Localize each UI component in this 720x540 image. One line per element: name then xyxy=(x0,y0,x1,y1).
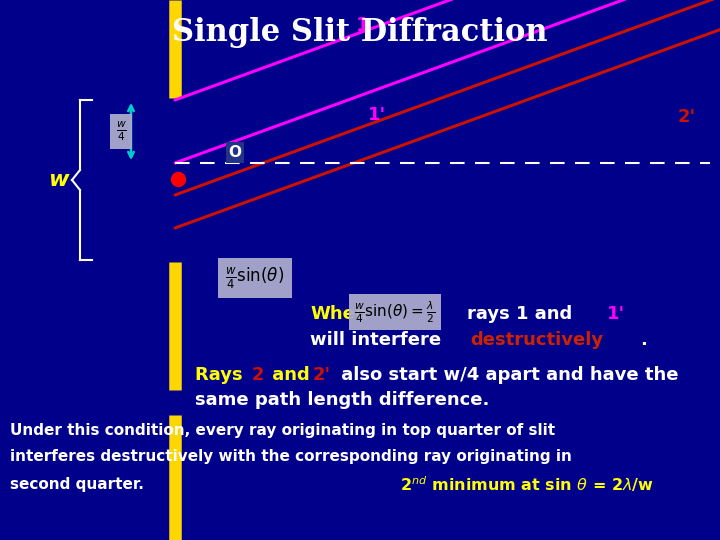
Text: 2': 2' xyxy=(678,107,696,125)
Text: interferes destructively with the corresponding ray originating in: interferes destructively with the corres… xyxy=(10,449,572,464)
Text: second quarter.: second quarter. xyxy=(10,476,144,491)
Text: 1': 1' xyxy=(607,305,625,323)
Text: Single Slit Diffraction: Single Slit Diffraction xyxy=(172,17,548,48)
Text: rays 1 and: rays 1 and xyxy=(467,305,572,323)
Text: 2$^{nd}$ minimum at sin $\theta$ = 2$\lambda$/w: 2$^{nd}$ minimum at sin $\theta$ = 2$\la… xyxy=(400,474,654,494)
Text: $\frac{w}{4}$: $\frac{w}{4}$ xyxy=(116,120,127,143)
Text: .: . xyxy=(640,331,647,349)
Text: 2: 2 xyxy=(252,366,264,384)
Text: 1': 1' xyxy=(368,105,386,124)
Text: $\frac{w}{4}\sin(\theta)=\frac{\lambda}{2}$: $\frac{w}{4}\sin(\theta)=\frac{\lambda}{… xyxy=(354,299,436,325)
Text: 2': 2' xyxy=(313,366,331,384)
Text: $\frac{w}{4}\sin(\theta)$: $\frac{w}{4}\sin(\theta)$ xyxy=(225,265,284,291)
Text: destructively: destructively xyxy=(470,331,603,349)
Text: same path length difference.: same path length difference. xyxy=(195,391,490,409)
Text: Under this condition, every ray originating in top quarter of slit: Under this condition, every ray originat… xyxy=(10,422,555,437)
Text: O: O xyxy=(228,145,241,160)
Text: When: When xyxy=(310,305,368,323)
Text: will interfere: will interfere xyxy=(310,331,441,349)
Text: and: and xyxy=(266,366,316,384)
Text: w: w xyxy=(48,170,68,190)
Text: 1: 1 xyxy=(356,16,370,35)
Text: Rays: Rays xyxy=(195,366,249,384)
Text: also start w/4 apart and have the: also start w/4 apart and have the xyxy=(335,366,678,384)
